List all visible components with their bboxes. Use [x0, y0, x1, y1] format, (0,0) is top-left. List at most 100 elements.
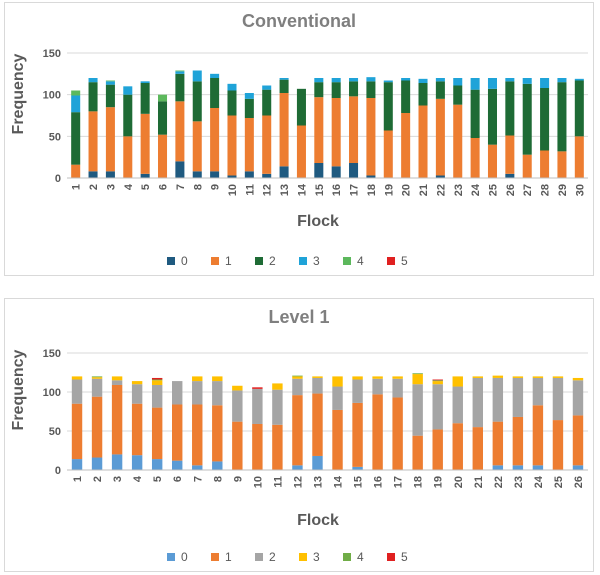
bar-segment-1	[296, 125, 306, 178]
y-tick-label: 100	[43, 90, 61, 102]
bar-segment-0	[227, 175, 237, 178]
bar-segment-1	[262, 115, 272, 174]
bar-segment-3	[262, 85, 272, 90]
bar-segment-3	[435, 78, 445, 82]
x-tick-label: 8	[212, 476, 224, 482]
bar-segment-1	[383, 130, 393, 178]
bar-segment-3	[412, 374, 423, 385]
x-tick-label: 6	[158, 184, 170, 190]
x-tick-label: 7	[175, 184, 187, 190]
bar-segment-3	[505, 78, 515, 82]
bar-segment-0	[192, 171, 202, 178]
bar-segment-0	[352, 466, 363, 470]
x-tick-label: 17	[393, 476, 405, 488]
x-tick-label: 3	[112, 476, 124, 482]
bar-segment-0	[512, 465, 524, 470]
bar-segment-2	[432, 384, 443, 430]
bar-segment-1	[71, 164, 81, 178]
x-tick-label: 19	[383, 184, 395, 196]
chart-title: Level 1	[268, 307, 329, 327]
bar-segment-1	[540, 150, 550, 178]
x-tick-label: 21	[473, 476, 485, 488]
bar-segment-2	[532, 377, 544, 406]
bar-segment-2	[192, 81, 202, 122]
x-tick-label: 10	[252, 476, 264, 488]
x-tick-label: 17	[349, 184, 361, 196]
x-tick-label: 15	[353, 476, 365, 488]
x-tick-label: 23	[513, 476, 525, 488]
bar-segment-1	[574, 136, 584, 178]
bar-segment-2	[279, 79, 289, 93]
x-tick-label: 24	[470, 183, 482, 196]
bar-segment-5	[252, 387, 263, 389]
bar-segment-3	[314, 78, 324, 83]
y-tick-label: 50	[49, 131, 61, 143]
bar-segment-2	[557, 82, 567, 152]
x-tick-label: 4	[132, 475, 144, 482]
y-axis-title: Frequency	[10, 53, 27, 134]
legend-swatch-5	[387, 257, 395, 265]
bar-segment-1	[292, 395, 303, 466]
x-tick-label: 7	[192, 476, 204, 482]
bar-segment-2	[91, 378, 103, 397]
x-tick-label: 11	[272, 476, 284, 488]
legend-label-4: 4	[357, 254, 364, 268]
bar-segment-1	[401, 113, 411, 178]
bar-segment-1	[123, 136, 133, 178]
bar-segment-3	[331, 78, 341, 83]
bar-segment-2	[332, 386, 343, 410]
bar-segment-5	[432, 379, 443, 381]
bar-segment-2	[352, 379, 363, 403]
bar-segment-2	[192, 381, 203, 405]
bar-segment-3	[557, 78, 567, 83]
x-tick-label: 8	[192, 184, 204, 190]
bar-segment-3	[91, 377, 103, 379]
legend-label-4: 4	[357, 550, 364, 564]
legend-swatch-2	[255, 257, 263, 265]
bar-segment-1	[366, 98, 376, 176]
legend-label-3: 3	[313, 550, 320, 564]
bar-segment-1	[512, 416, 524, 466]
bar-segment-0	[331, 166, 341, 178]
bar-segment-1	[279, 93, 289, 167]
bar-segment-3	[352, 376, 363, 380]
bar-segment-0	[505, 173, 515, 178]
legend-label-2: 2	[269, 254, 276, 268]
bar-segment-3	[105, 81, 115, 85]
bar-segment-0	[244, 171, 254, 178]
bar-segment-2	[272, 389, 283, 425]
legend-label-2: 2	[269, 550, 276, 564]
bar-segment-2	[435, 81, 445, 99]
y-tick-label: 0	[55, 465, 61, 477]
bar-segment-1	[412, 435, 423, 470]
chart-panel-level-1: Level 1 Frequency Flock 0 50 100 150 1 2 3 4 5 6 7…	[4, 298, 594, 572]
bar-segment-1	[158, 134, 168, 178]
bar-segment-2	[244, 98, 254, 118]
x-tick-label: 24	[533, 475, 545, 488]
x-tick-label: 16	[331, 184, 343, 196]
legend-label-1: 1	[225, 550, 232, 564]
bar-segment-3	[279, 78, 289, 80]
bar-segment-1	[312, 393, 323, 456]
bar-segment-0	[492, 465, 504, 470]
bar-segment-1	[151, 407, 163, 460]
legend-swatch-4	[343, 257, 351, 265]
x-tick-label: 9	[232, 476, 244, 482]
legend-swatch-2	[255, 553, 263, 561]
bar-segment-3	[574, 78, 584, 81]
bar-segment-1	[88, 111, 98, 172]
legend-label-0: 0	[181, 254, 188, 268]
bar-segment-3	[232, 385, 243, 391]
bar-segment-4	[432, 380, 443, 382]
bar-segment-0	[140, 173, 150, 178]
bar-segment-0	[292, 465, 303, 470]
bar-segment-3	[210, 73, 220, 78]
bar-segment-2	[401, 80, 411, 113]
bar-segment-0	[91, 457, 103, 470]
bar-segment-4	[105, 80, 115, 82]
x-tick-label: 5	[140, 184, 152, 190]
bar-segment-3	[192, 376, 203, 382]
bar-segment-2	[88, 82, 98, 112]
bar-segment-2	[314, 82, 324, 98]
x-tick-label: 25	[553, 476, 565, 488]
